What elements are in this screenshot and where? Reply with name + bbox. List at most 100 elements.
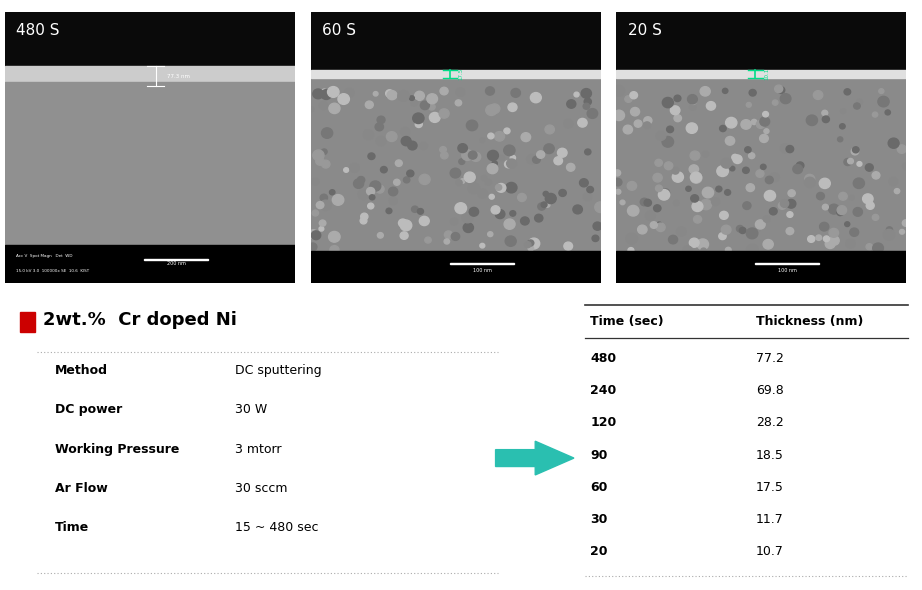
Circle shape: [329, 103, 340, 113]
Bar: [616, 251, 906, 283]
Circle shape: [394, 179, 400, 185]
Circle shape: [451, 218, 457, 225]
Bar: [616, 12, 906, 71]
Circle shape: [328, 231, 340, 242]
Circle shape: [428, 104, 435, 110]
Circle shape: [621, 200, 625, 205]
Text: 10.7: 10.7: [756, 545, 784, 558]
Circle shape: [481, 176, 487, 181]
Circle shape: [844, 88, 851, 95]
Circle shape: [573, 205, 583, 214]
Circle shape: [464, 172, 475, 182]
Circle shape: [315, 158, 325, 165]
Circle shape: [563, 119, 573, 128]
Circle shape: [692, 201, 703, 211]
Circle shape: [456, 88, 465, 96]
Circle shape: [593, 222, 602, 230]
Circle shape: [581, 88, 591, 98]
Text: 100 nm: 100 nm: [473, 268, 491, 273]
Circle shape: [866, 244, 872, 250]
Circle shape: [640, 198, 648, 206]
Circle shape: [585, 149, 591, 155]
Bar: [755, 263, 820, 264]
Circle shape: [760, 117, 770, 126]
Text: Working Pressure: Working Pressure: [55, 442, 180, 455]
Circle shape: [451, 232, 460, 240]
Circle shape: [377, 116, 385, 123]
Circle shape: [720, 211, 728, 219]
Circle shape: [849, 195, 855, 200]
Circle shape: [857, 162, 862, 166]
Circle shape: [370, 181, 381, 191]
Circle shape: [418, 208, 423, 214]
Circle shape: [585, 99, 591, 105]
Circle shape: [580, 179, 588, 187]
Circle shape: [644, 199, 652, 206]
Circle shape: [478, 189, 488, 198]
Circle shape: [496, 183, 506, 192]
Circle shape: [726, 136, 735, 145]
Circle shape: [490, 194, 494, 199]
Circle shape: [358, 189, 369, 199]
Circle shape: [361, 213, 368, 220]
Circle shape: [439, 109, 449, 118]
Circle shape: [440, 87, 448, 95]
Circle shape: [411, 100, 418, 106]
Bar: [144, 258, 207, 260]
Circle shape: [535, 214, 543, 222]
Text: 77.2: 77.2: [756, 352, 784, 365]
Circle shape: [786, 146, 794, 153]
Circle shape: [409, 96, 414, 100]
Text: 20: 20: [590, 545, 608, 558]
Text: 10.1: 10.1: [764, 68, 769, 80]
Circle shape: [455, 203, 467, 214]
Text: DC power: DC power: [55, 404, 123, 417]
Circle shape: [486, 105, 497, 116]
Circle shape: [494, 132, 504, 141]
Circle shape: [706, 101, 715, 110]
Circle shape: [857, 99, 862, 104]
Circle shape: [786, 212, 793, 217]
Circle shape: [703, 151, 709, 157]
Text: DC sputtering: DC sputtering: [235, 364, 322, 377]
Circle shape: [780, 94, 791, 104]
Circle shape: [753, 225, 761, 232]
Circle shape: [450, 168, 461, 178]
Circle shape: [385, 90, 394, 97]
Circle shape: [725, 189, 730, 195]
Circle shape: [883, 230, 895, 240]
Circle shape: [554, 157, 562, 165]
Circle shape: [386, 208, 392, 214]
Circle shape: [749, 153, 755, 159]
Circle shape: [505, 236, 516, 246]
Circle shape: [889, 178, 898, 186]
Text: 3 mtorr: 3 mtorr: [235, 442, 281, 455]
Circle shape: [495, 209, 505, 219]
Circle shape: [631, 107, 640, 116]
Circle shape: [764, 191, 775, 201]
Circle shape: [368, 203, 373, 209]
Circle shape: [634, 120, 642, 127]
Circle shape: [488, 133, 494, 139]
Circle shape: [440, 146, 446, 153]
Circle shape: [654, 205, 661, 212]
Circle shape: [712, 198, 720, 205]
Circle shape: [471, 152, 480, 162]
Circle shape: [628, 248, 633, 253]
Text: 30 W: 30 W: [235, 404, 267, 417]
Circle shape: [401, 136, 411, 146]
Polygon shape: [496, 441, 573, 475]
Circle shape: [400, 220, 412, 231]
Circle shape: [365, 101, 373, 109]
Circle shape: [658, 189, 669, 200]
Circle shape: [377, 232, 384, 238]
Circle shape: [376, 185, 384, 193]
Circle shape: [750, 90, 756, 96]
Circle shape: [770, 173, 779, 182]
Circle shape: [319, 101, 327, 109]
Circle shape: [879, 88, 884, 94]
Circle shape: [873, 243, 883, 253]
Circle shape: [751, 119, 757, 124]
Circle shape: [866, 164, 873, 171]
Circle shape: [788, 190, 796, 196]
